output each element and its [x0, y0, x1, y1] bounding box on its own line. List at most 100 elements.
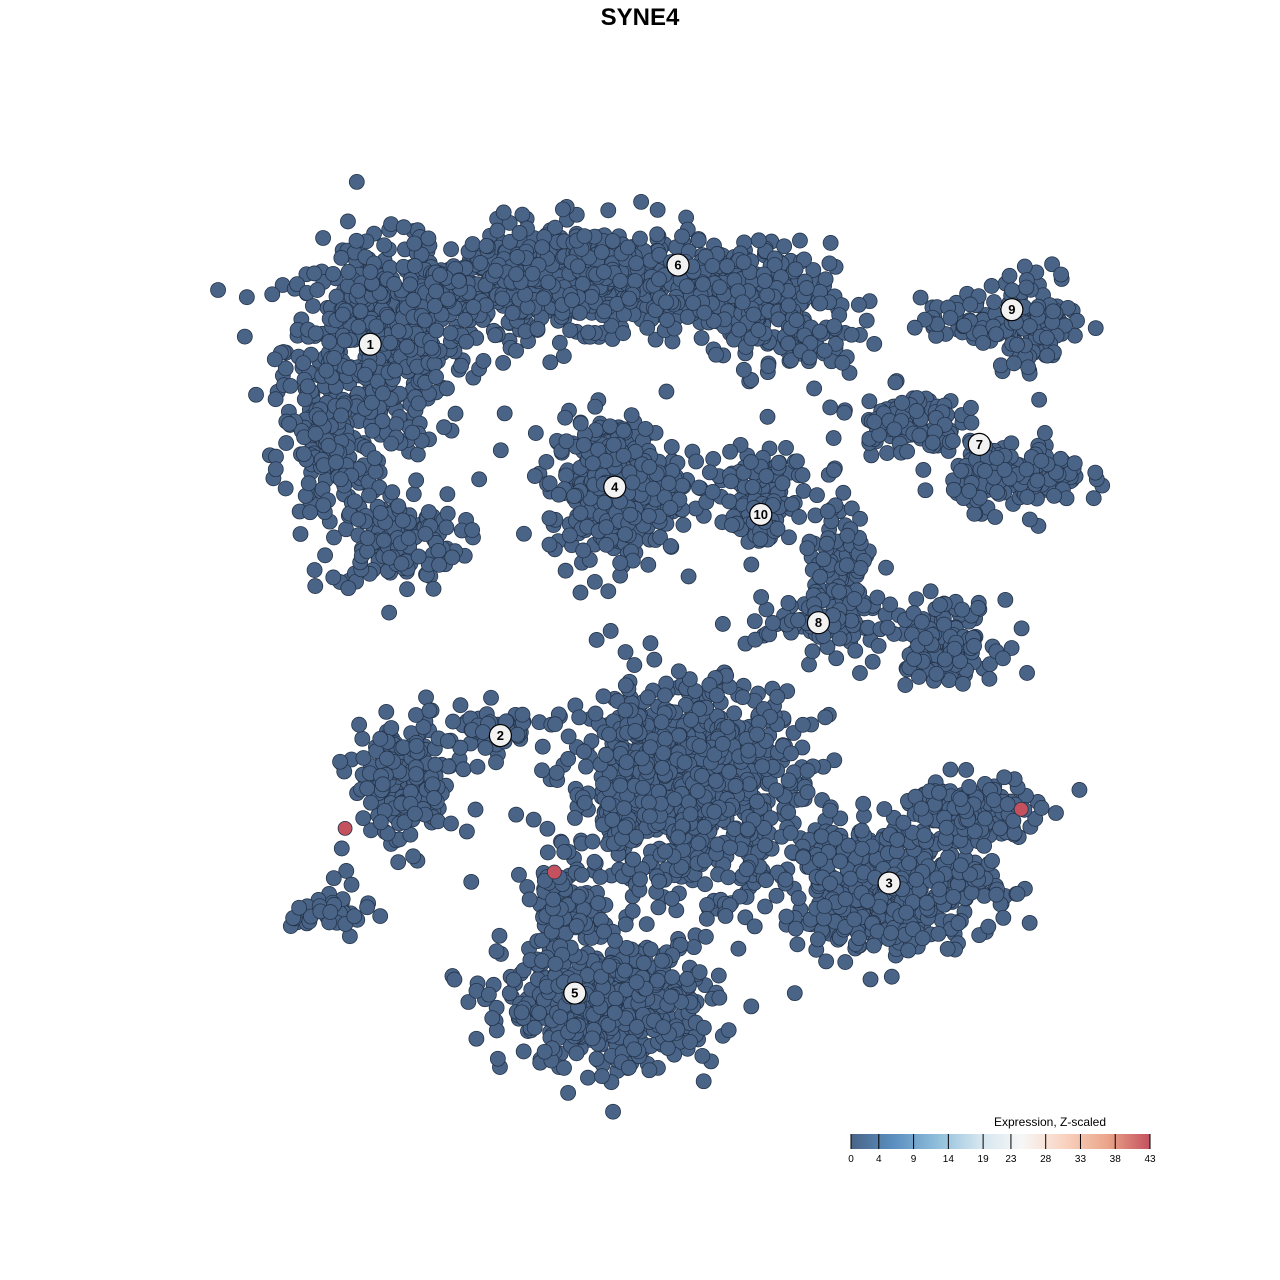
data-point: [472, 255, 489, 271]
data-point: [601, 957, 618, 974]
data-point: [864, 653, 881, 670]
data-point: [1053, 266, 1069, 283]
data-point: [468, 1030, 485, 1047]
data-point: [1031, 391, 1048, 408]
data-point: [238, 289, 255, 306]
data-point: [866, 414, 883, 430]
data-point: [383, 435, 400, 452]
data-point: [496, 405, 513, 422]
data-point: [834, 354, 851, 371]
data-point: [407, 805, 423, 822]
data-point: [534, 953, 550, 969]
data-point: [963, 414, 980, 431]
data-point: [670, 829, 687, 846]
data-point: [615, 422, 632, 439]
data-point: [375, 532, 392, 549]
data-point: [651, 271, 667, 288]
data-point: [317, 547, 333, 564]
data-point: [362, 264, 379, 280]
data-point: [550, 486, 567, 503]
data-point: [321, 333, 338, 350]
data-point: [961, 483, 978, 499]
data-point: [724, 517, 740, 533]
data-point: [516, 525, 532, 542]
data-point: [727, 778, 744, 794]
data-point: [764, 615, 781, 631]
data-point: [708, 346, 724, 363]
data-point: [663, 438, 680, 455]
data-point: [573, 866, 590, 883]
data-point: [555, 201, 571, 218]
data-point: [944, 433, 961, 449]
data-point: [632, 871, 648, 888]
data-point: [740, 742, 757, 759]
data-point: [446, 971, 463, 988]
data-point: [560, 728, 577, 745]
data-point: [492, 442, 509, 459]
data-point: [568, 1045, 585, 1062]
data-point: [374, 385, 391, 402]
data-point: [302, 504, 318, 521]
data-point: [1021, 511, 1038, 528]
data-point: [376, 237, 393, 254]
data-point: [911, 427, 928, 444]
data-point: [395, 739, 412, 756]
data-point: [590, 895, 607, 912]
data-point: [932, 597, 948, 613]
data-point: [464, 522, 481, 538]
data-point: [1066, 455, 1083, 472]
data-point: [989, 484, 1006, 500]
data-point: [858, 312, 875, 329]
data-point: [639, 689, 656, 706]
data-point: [825, 430, 842, 446]
data-point: [894, 394, 910, 411]
data-point: [404, 424, 421, 441]
data-point: [372, 814, 389, 831]
data-point: [576, 743, 592, 760]
data-point: [799, 784, 816, 801]
data-point: [626, 1041, 643, 1058]
data-point: [966, 505, 983, 522]
data-point: [981, 670, 998, 687]
data-point: [332, 753, 348, 770]
data-point: [364, 422, 381, 439]
data-point: [966, 638, 982, 654]
data-point: [639, 319, 656, 336]
data-point: [406, 235, 423, 252]
data-point: [852, 665, 868, 681]
data-point: [696, 304, 713, 321]
data-point: [266, 351, 283, 368]
data-point: [838, 557, 855, 574]
data-point: [447, 405, 464, 422]
data-point: [350, 318, 367, 335]
data-point: [575, 542, 592, 559]
data-point: [584, 455, 601, 472]
data-point: [649, 201, 666, 218]
data-point: [956, 317, 973, 334]
data-point: [374, 413, 391, 429]
data-point: [694, 767, 710, 784]
data-point: [675, 517, 692, 533]
data-point: [783, 745, 799, 762]
data-point: [443, 815, 459, 832]
data-point: [788, 312, 805, 328]
data-point: [604, 233, 621, 249]
data-point: [547, 955, 564, 972]
data-point: [367, 463, 384, 480]
data-point: [620, 1059, 637, 1076]
data-point: [471, 471, 488, 488]
data-point: [495, 354, 512, 371]
data-point: [1033, 452, 1050, 469]
data-point: [671, 727, 687, 744]
data-point: [405, 486, 422, 503]
data-point: [623, 407, 640, 424]
data-point: [689, 783, 706, 800]
data-point: [809, 487, 825, 504]
data-point: [348, 174, 365, 190]
data-point: [711, 989, 728, 1006]
data-point: [534, 239, 551, 256]
data-point: [511, 866, 527, 883]
data-point: [306, 265, 323, 282]
data-point: [617, 526, 634, 543]
data-point: [340, 213, 356, 230]
